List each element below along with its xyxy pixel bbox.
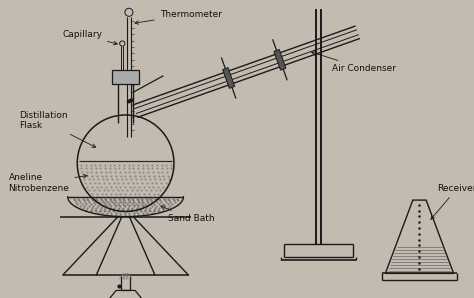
Text: Thermometer: Thermometer [135,10,222,24]
Polygon shape [274,49,286,70]
Polygon shape [112,70,139,84]
Text: Air Condenser: Air Condenser [311,52,396,73]
Polygon shape [223,68,235,88]
Text: Receiver: Receiver [431,184,474,219]
Text: Distillation
Flask: Distillation Flask [19,111,96,147]
Text: Sand Bath: Sand Bath [161,206,215,223]
Text: Aneline
Nitrobenzene: Aneline Nitrobenzene [9,173,87,193]
Circle shape [125,8,133,16]
Text: Capillary: Capillary [62,30,117,45]
